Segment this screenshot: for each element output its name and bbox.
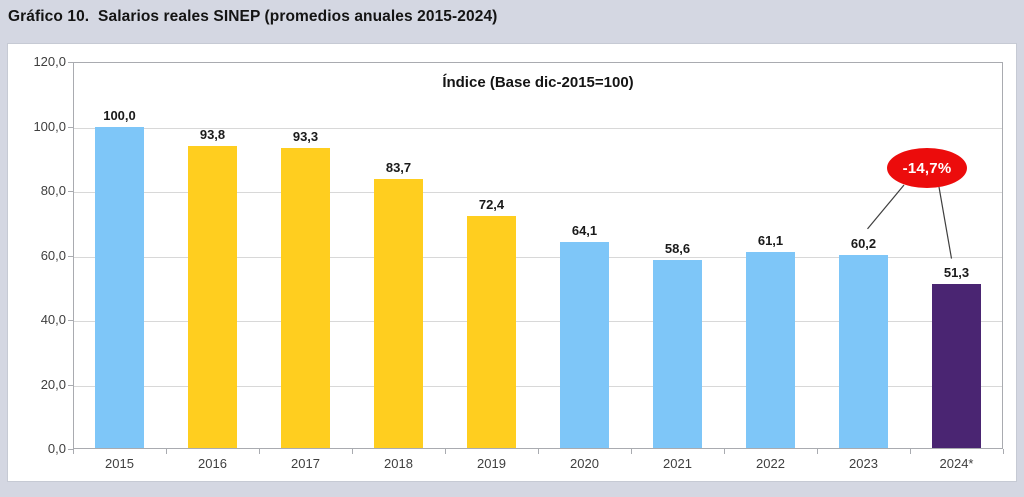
chart-title: Índice (Base dic-2015=100) — [442, 74, 634, 91]
y-axis-label: 100,0 — [33, 118, 66, 134]
bar — [839, 254, 888, 448]
y-axis-tick — [68, 384, 73, 386]
bar — [188, 146, 237, 448]
x-axis-tick — [538, 449, 539, 454]
x-axis-tick — [1003, 449, 1004, 454]
bar-value-label: 64,1 — [571, 223, 598, 239]
plot-area — [73, 62, 1003, 449]
bar — [560, 242, 609, 448]
x-axis-tick — [73, 449, 74, 454]
x-axis-label: 2019 — [477, 456, 506, 471]
bar — [932, 283, 981, 448]
x-axis-label: 2016 — [198, 456, 227, 471]
annotation-ellipse: -14,7% — [887, 148, 967, 188]
gridline — [74, 127, 1002, 129]
x-axis-label: 2018 — [384, 456, 413, 471]
bar — [374, 179, 423, 448]
x-axis-label: 2023 — [849, 456, 878, 471]
bar-value-label: 100,0 — [103, 107, 136, 123]
annotation-label: -14,7% — [902, 159, 952, 177]
bar-value-label: 51,3 — [943, 264, 970, 280]
y-axis-tick — [68, 320, 73, 321]
bar — [746, 251, 795, 448]
gridline — [74, 385, 1002, 387]
bar — [281, 148, 330, 448]
y-axis-tick — [68, 449, 73, 450]
x-axis-label: 2020 — [570, 456, 599, 471]
y-axis-tick — [68, 191, 73, 192]
y-axis-label: 20,0 — [40, 376, 66, 392]
x-axis-tick — [910, 449, 911, 454]
bar-value-label: 61,1 — [757, 232, 784, 248]
figure-title: Gráfico 10. Salarios reales SINEP (prome… — [8, 8, 498, 25]
bar — [95, 126, 144, 448]
bar-value-label: 83,7 — [385, 160, 412, 176]
x-axis-label: 2021 — [663, 456, 692, 471]
gridline — [74, 321, 1002, 322]
y-axis-label: 80,0 — [40, 183, 66, 198]
y-axis-tick — [68, 126, 73, 128]
bar-value-label: 60,2 — [850, 235, 877, 251]
y-axis-label: 40,0 — [40, 312, 66, 327]
chart-panel: Índice (Base dic-2015=100) -14,7% 0,0 20,… — [7, 43, 1017, 482]
y-axis-label: 120,0 — [33, 54, 66, 69]
x-axis-tick — [445, 449, 446, 454]
bar-value-label: 93,8 — [199, 127, 226, 143]
y-axis-tick — [68, 62, 73, 63]
bar — [467, 215, 516, 448]
x-axis-tick — [352, 449, 353, 454]
bar-value-label: 72,4 — [478, 196, 505, 212]
x-axis-tick — [631, 449, 632, 454]
y-axis-label: 0,0 — [47, 441, 66, 456]
y-axis-label: 60,0 — [40, 247, 66, 263]
gridline — [74, 192, 1002, 193]
x-axis-tick — [166, 449, 167, 454]
x-axis-tick — [259, 449, 260, 454]
x-axis-label: 2015 — [105, 456, 134, 471]
gridline — [74, 256, 1002, 258]
x-axis-label: 2024* — [939, 456, 974, 471]
x-axis-label: 2017 — [291, 456, 320, 471]
x-axis-label: 2022 — [756, 456, 785, 471]
bar-value-label: 58,6 — [664, 241, 691, 256]
bar — [653, 260, 702, 448]
x-axis-tick — [724, 449, 725, 454]
y-axis-tick — [68, 255, 73, 257]
x-axis-tick — [817, 449, 818, 454]
bar-value-label: 93,3 — [292, 129, 319, 145]
